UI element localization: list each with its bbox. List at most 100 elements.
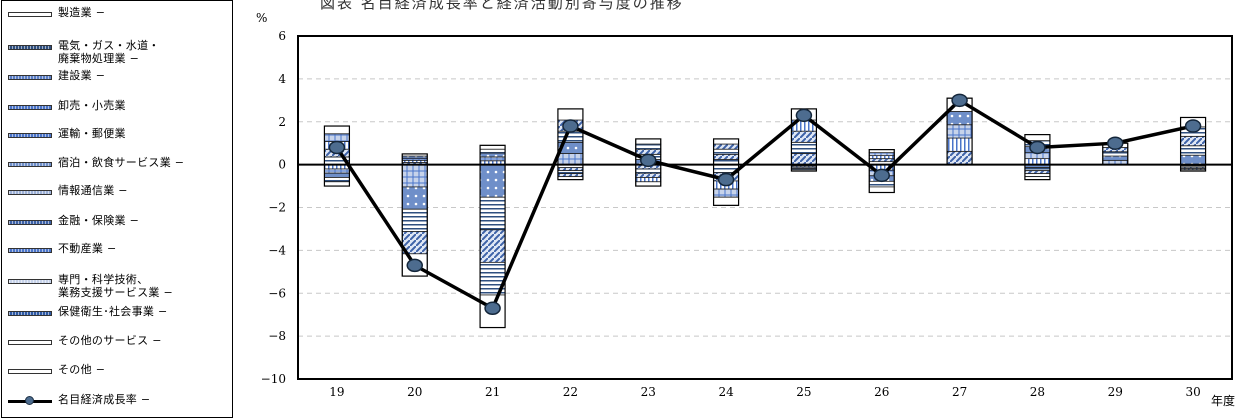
bar-segment — [324, 125, 350, 135]
legend-item: 製造業 − — [8, 6, 105, 19]
x-tick-label: 29 — [1108, 385, 1123, 399]
bar-segment — [479, 196, 506, 231]
x-tick-label: 26 — [874, 385, 889, 399]
bar-segment — [635, 181, 662, 187]
growth-rate-point — [1184, 119, 1202, 133]
legend-item: 金融・保険業 − — [8, 214, 139, 227]
growth-rate-point — [562, 119, 579, 133]
y-tick-label: 2 — [278, 115, 286, 129]
legend-marker-icon — [25, 396, 34, 405]
legend-label: 保健衛生･社会事業 − — [58, 305, 168, 318]
bar-segment — [1102, 155, 1129, 161]
bar-segment — [868, 155, 895, 160]
bar-segment — [713, 148, 739, 155]
y-tick-label: −10 — [261, 372, 286, 386]
bar-segment — [557, 130, 584, 143]
bar-segment — [946, 111, 973, 126]
x-tick-label: 27 — [952, 385, 967, 399]
bar-segment — [479, 164, 506, 198]
bar-segment — [479, 152, 506, 158]
bar-segment — [868, 180, 895, 188]
growth-rate-point — [1107, 136, 1124, 150]
y-unit-label: % — [256, 11, 267, 25]
plot-frame — [297, 35, 1233, 380]
legend-item: 運輸・郵便業 — [8, 127, 126, 140]
bar-segment — [791, 141, 817, 154]
legend-item: 電気・ガス・水道・ 廃棄物処理業 − — [8, 39, 160, 65]
bar-segment — [557, 108, 584, 121]
bar-segment — [635, 138, 662, 145]
y-tick-label: 6 — [278, 29, 286, 43]
growth-rate-point — [795, 108, 813, 123]
y-tick-label: −2 — [268, 201, 286, 215]
bar-segment — [946, 150, 973, 166]
x-tick-label: 22 — [563, 385, 578, 399]
bar-segment — [713, 188, 739, 198]
legend-label: 不動産業 − — [58, 242, 117, 255]
bar-segment — [401, 208, 428, 232]
legend-item: 名目経済成長率 − — [8, 393, 150, 406]
bar-segment — [1180, 154, 1206, 166]
bar-segment — [324, 181, 350, 187]
bar-segment — [1102, 151, 1129, 157]
x-tick-label: 21 — [485, 385, 500, 399]
legend-item: 建設業 − — [8, 69, 105, 82]
legend-swatch — [8, 369, 52, 374]
bar-segment — [557, 167, 584, 172]
growth-rate-line — [335, 98, 1194, 311]
legend: 製造業 − 電気・ガス・水道・ 廃棄物処理業 − 建設業 − 卸売・小売業 運輸・郵便業… — [1, 0, 233, 418]
bar-segment — [635, 143, 662, 150]
legend-swatch — [8, 190, 52, 195]
bar-segment — [557, 173, 584, 178]
bar-segment — [1180, 135, 1206, 147]
bar-segment — [479, 148, 506, 154]
legend-label: 名目経済成長率 − — [58, 393, 151, 406]
growth-rate-point — [951, 93, 968, 108]
legend-label: 金融・保険業 − — [58, 214, 140, 227]
bar-segment — [401, 164, 428, 188]
bar-segment — [868, 158, 895, 163]
bar-segment — [635, 177, 662, 183]
bar-segment — [635, 148, 662, 155]
legend-label: 専門・科学技術、 業務支援サービス業 − — [58, 273, 174, 299]
bar-segment — [635, 172, 662, 178]
x-tick-label: 25 — [796, 385, 811, 399]
bar-segment — [868, 186, 895, 193]
bar-segment — [1024, 173, 1051, 178]
bar-segment — [401, 186, 428, 210]
legend-label: 電気・ガス・水道・ 廃棄物処理業 − — [58, 39, 160, 65]
bar-segment — [1180, 145, 1206, 156]
growth-rate-point — [484, 301, 501, 316]
bar-segment — [713, 138, 739, 145]
legend-swatch — [8, 279, 52, 284]
x-tick-label: 30 — [1185, 385, 1200, 399]
chart-title: 図表 名目経済成長率と経済活動別寄与度の推移 — [320, 0, 684, 12]
legend-item: その他のサービス − — [8, 334, 162, 347]
legend-swatch — [8, 162, 52, 167]
bar-segment — [713, 196, 739, 206]
legend-item: 情報通信業 − — [8, 184, 128, 197]
legend-swatch — [8, 220, 52, 225]
legend-label: 製造業 − — [58, 6, 106, 19]
legend-item: その他 − — [8, 363, 105, 376]
legend-swatch — [8, 311, 52, 316]
x-tick-label: 23 — [641, 385, 656, 399]
legend-swatch — [8, 105, 52, 110]
x-tick-label: 24 — [718, 385, 734, 399]
bar-segment — [791, 130, 817, 143]
bar-segment — [557, 170, 584, 175]
bar-segment — [946, 137, 973, 152]
x-tick-label: 19 — [329, 385, 344, 399]
legend-label: 宿泊・飲食サービス業 − — [58, 156, 185, 169]
bar-segment — [713, 143, 739, 150]
bar-segment — [946, 124, 973, 139]
legend-swatch — [8, 12, 52, 17]
bar-segment — [324, 172, 350, 178]
legend-item: 保健衛生･社会事業 − — [8, 305, 168, 318]
y-tick-label: −4 — [268, 243, 286, 257]
y-tick-label: −6 — [268, 286, 286, 300]
legend-swatch — [8, 45, 52, 50]
x-tick-label: 20 — [407, 385, 422, 399]
legend-swatch — [8, 133, 52, 138]
